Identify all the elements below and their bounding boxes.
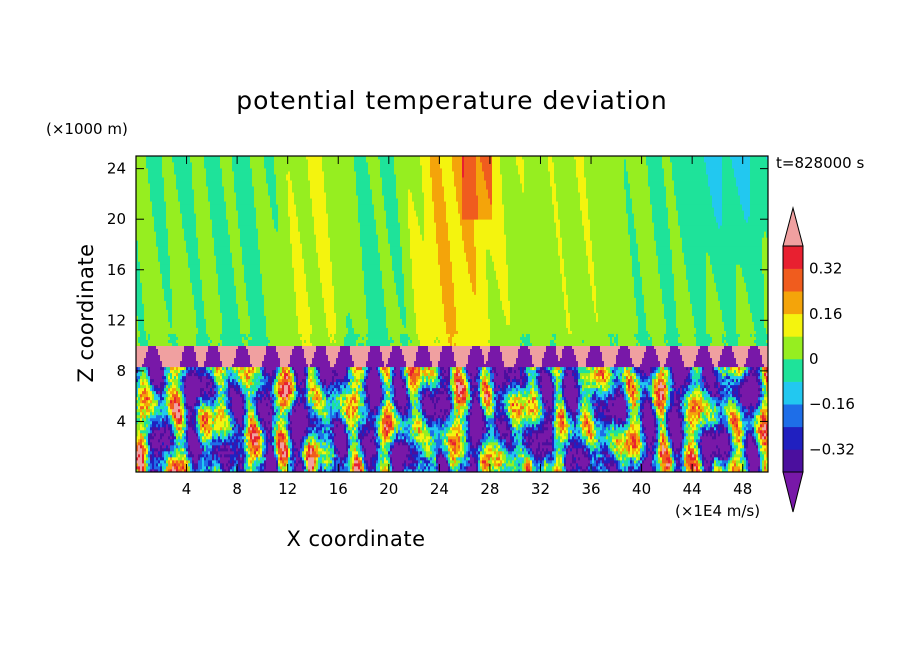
contour-field — [136, 156, 768, 472]
chart-svg: 4 8 12 16 20 24 28 32 36 40 44 48 4812162024 0.320.… — [0, 0, 904, 654]
